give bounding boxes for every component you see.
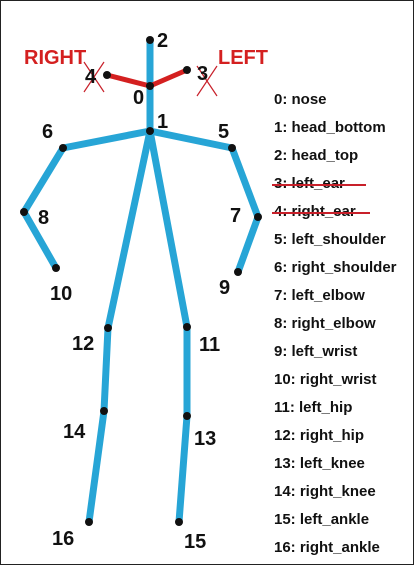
- joint-3: [183, 66, 191, 74]
- limb-right-hip-to-right-knee: [100, 324, 112, 415]
- joints: [20, 36, 262, 526]
- strikethrough-line: [272, 184, 366, 186]
- legend-item-6: 6: right_shoulder: [274, 259, 397, 276]
- legend-item-2: 2: head_top: [274, 147, 359, 164]
- legend-item-1: 1: head_bottom: [274, 119, 386, 136]
- legend-item-14: 14: right_knee: [274, 483, 376, 500]
- keypoint-label-7: 7: [230, 205, 241, 227]
- keypoint-label-4: 4: [85, 66, 97, 88]
- keypoint-label-13: 13: [194, 428, 216, 450]
- limb-right-shoulder-to-right-elbow: [20, 144, 67, 216]
- limb-left-shoulder-to-left-elbow: [228, 144, 262, 221]
- keypoint-label-11: 11: [199, 334, 220, 356]
- keypoint-label-3: 3: [197, 63, 208, 85]
- limb-head-bottom-to-right-shoulder: [59, 127, 154, 152]
- keypoint-label-6: 6: [42, 121, 53, 143]
- joint-0: [146, 82, 154, 90]
- legend-item-9: 9: left_wrist: [274, 343, 358, 360]
- joint-8: [20, 208, 28, 216]
- legend-item-4: 4: right_ear: [272, 198, 414, 226]
- legend-item-16: 16: right_ankle: [274, 539, 380, 556]
- keypoint-label-1: 1: [157, 111, 168, 133]
- joint-13: [183, 412, 191, 420]
- keypoint-label-15: 15: [184, 531, 206, 553]
- limb-left-elbow-to-left-wrist: [234, 213, 262, 276]
- limb-right-knee-to-right-ankle: [85, 407, 108, 526]
- joint-15: [175, 518, 183, 526]
- legend-item-10: 10: right_wrist: [274, 371, 377, 388]
- keypoint-label-9: 9: [219, 277, 230, 299]
- keypoint-label-8: 8: [38, 207, 49, 229]
- legend-item-12: 12: right_hip: [274, 427, 365, 444]
- strikethrough-line: [272, 212, 370, 214]
- joint-11: [183, 323, 191, 331]
- legend-item-7: 7: left_elbow: [274, 287, 365, 304]
- limb-left-knee-to-left-ankle: [175, 412, 191, 526]
- joint-9: [234, 268, 242, 276]
- joint-5: [228, 144, 236, 152]
- joint-12: [104, 324, 112, 332]
- keypoint-label-14: 14: [63, 421, 86, 443]
- limb-right-elbow-to-right-wrist: [20, 208, 60, 272]
- left-ear-cross: [196, 65, 218, 97]
- limb-head-bottom-to-left-hip: [146, 127, 191, 331]
- legend-item-3: 3: left_ear: [272, 170, 414, 198]
- keypoint-label-0: 0: [133, 87, 144, 109]
- joint-4: [103, 71, 111, 79]
- legend-item-15: 15: left_ankle: [274, 511, 370, 528]
- keypoint-label-12: 12: [72, 333, 94, 355]
- joint-7: [254, 213, 262, 221]
- link-nose-to-left-ear: [147, 67, 190, 89]
- joint-14: [100, 407, 108, 415]
- keypoint-label-10: 10: [50, 283, 72, 305]
- joint-16: [85, 518, 93, 526]
- legend-item-8: 8: right_elbow: [274, 315, 376, 332]
- limb-head-bottom-to-left-shoulder: [146, 127, 236, 152]
- joint-2: [146, 36, 154, 44]
- body-limbs: [20, 36, 262, 526]
- keypoint-label-5: 5: [218, 121, 229, 143]
- joint-6: [59, 144, 67, 152]
- keypoint-label-16: 16: [52, 528, 74, 550]
- legend-item-13: 13: left_knee: [274, 455, 365, 472]
- joint-10: [52, 264, 60, 272]
- right-ear-cross: [83, 61, 105, 93]
- left-side-label: LEFT: [218, 47, 268, 69]
- ear-strikeouts: [83, 61, 218, 97]
- link-nose-to-right-ear: [104, 72, 153, 89]
- legend-item-0: 0: nose: [274, 91, 327, 108]
- keypoint-legend: 0: nose 1: head_bottom 2: head_top 3: le…: [272, 86, 414, 562]
- joint-1: [146, 127, 154, 135]
- keypoint-label-2: 2: [157, 30, 168, 52]
- limb-head-bottom-to-right-hip: [104, 127, 154, 332]
- legend-item-5: 5: left_shoulder: [274, 231, 386, 248]
- legend-item-11: 11: left_hip: [274, 399, 353, 416]
- head-connections: [104, 67, 190, 89]
- right-side-label: RIGHT: [24, 47, 86, 69]
